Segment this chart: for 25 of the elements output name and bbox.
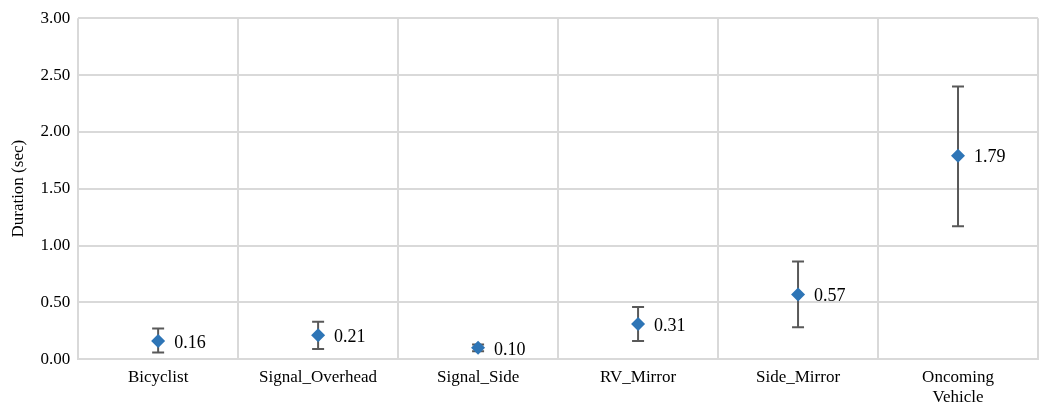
y-tick-label: 2.50: [40, 64, 71, 84]
point: [151, 334, 166, 349]
data-label: 0.10: [494, 338, 526, 359]
point: [311, 328, 326, 343]
y-tick-label: 1.50: [40, 178, 71, 198]
y-tick-label: 2.00: [40, 121, 71, 141]
data-label: 0.57: [814, 285, 846, 306]
data-label: 1.79: [974, 146, 1006, 167]
data-label: 0.21: [334, 326, 366, 347]
x-tick-label: Oncoming Vehicle: [922, 366, 995, 407]
x-tick-label: RV_Mirror: [600, 366, 677, 386]
y-tick-label: 0.00: [40, 348, 71, 368]
data-label: 0.16: [174, 331, 206, 352]
x-tick-label: Signal_Side: [437, 366, 520, 386]
y-axis-title: Duration (sec): [7, 139, 27, 238]
y-tick-label: 1.00: [40, 235, 71, 254]
x-tick-label: Side_Mirror: [756, 366, 841, 386]
point: [631, 316, 646, 331]
y-tick-label: 3.00: [40, 7, 71, 27]
point: [791, 287, 806, 302]
y-tick-label: 0.50: [40, 291, 71, 311]
data-label: 0.31: [654, 314, 686, 335]
point: [951, 148, 966, 163]
x-tick-label: Signal_Overhead: [259, 366, 378, 386]
x-tick-label: Bicyclist: [127, 366, 189, 386]
